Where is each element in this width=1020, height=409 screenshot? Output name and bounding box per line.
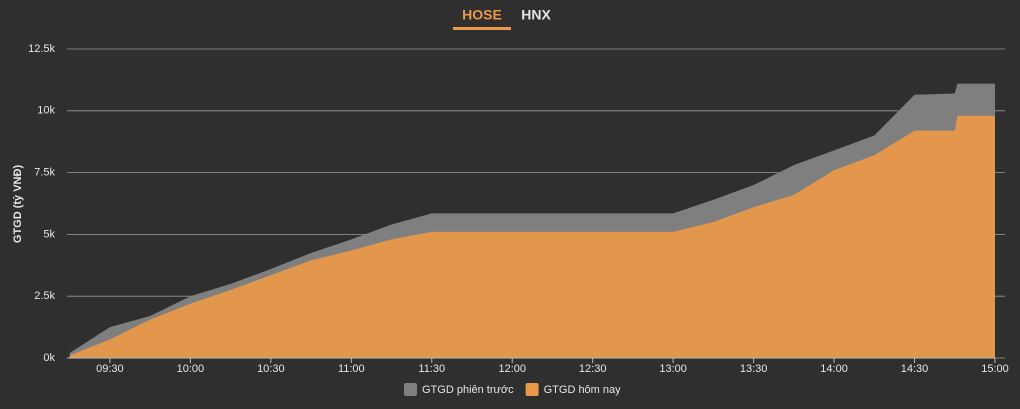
x-tick-label: 13:00	[659, 363, 687, 375]
legend-label[interactable]: GTGD phiên trước	[422, 384, 514, 396]
x-tick-label: 12:30	[579, 363, 607, 375]
tab-underline	[453, 27, 511, 30]
y-tick-label: 2.5k	[34, 290, 55, 302]
legend-swatch[interactable]	[404, 383, 417, 396]
y-tick-label: 7.5k	[34, 167, 55, 179]
legend-swatch[interactable]	[525, 383, 539, 396]
y-tick-label: 0k	[43, 352, 55, 364]
tab-hose[interactable]: HOSE	[462, 7, 502, 23]
y-tick-label: 5k	[43, 228, 55, 240]
x-tick-label: 12:00	[498, 363, 526, 375]
x-tick-label: 13:30	[740, 363, 768, 375]
x-tick-label: 09:30	[96, 363, 124, 375]
y-axis-label: GTGD (tỷ VNĐ)	[12, 165, 24, 244]
area	[69, 115, 996, 358]
y-tick-label: 10k	[37, 105, 55, 117]
x-tick-label: 10:00	[177, 363, 205, 375]
x-tick-label: 14:30	[901, 363, 929, 375]
x-tick-label: 11:30	[418, 363, 445, 375]
x-tick-label: 11:00	[338, 363, 365, 375]
legend-label[interactable]: GTGD hôm nay	[544, 384, 622, 396]
x-tick-label: 14:00	[820, 363, 848, 375]
x-tick-label: 10:30	[257, 363, 285, 375]
y-tick-label: 12.5k	[28, 43, 55, 55]
tab-hnx[interactable]: HNX	[521, 7, 551, 23]
x-tick-label: 15:00	[981, 363, 1009, 375]
